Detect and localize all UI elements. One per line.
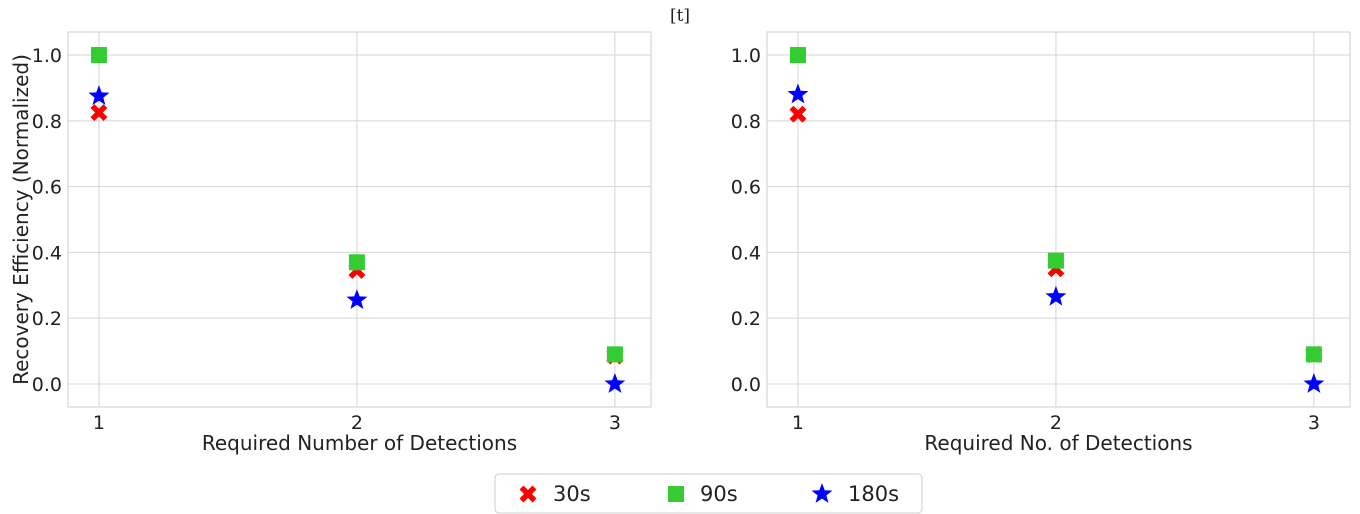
plot-frame bbox=[67, 31, 652, 408]
legend-frame bbox=[494, 473, 923, 514]
legend-marker-90s bbox=[668, 486, 684, 502]
figure-tag: [t] bbox=[669, 6, 691, 26]
data-point-180s bbox=[1045, 285, 1067, 306]
y-tick-label: 0.8 bbox=[731, 111, 761, 133]
data-point-90s bbox=[1047, 252, 1064, 269]
data-point-180s bbox=[1303, 372, 1325, 393]
x-tick-label: 2 bbox=[351, 412, 363, 434]
y-tick-label: 0.6 bbox=[32, 177, 62, 199]
legend-label-90s: 90s bbox=[700, 482, 738, 506]
data-point-90s bbox=[90, 47, 107, 64]
x-tick-label: 2 bbox=[1050, 412, 1062, 434]
data-point-90s bbox=[348, 254, 365, 271]
data-point-180s bbox=[787, 83, 809, 104]
chart-panel-1: 0.0 0.2 0.4 0.6 0.8 1.0 1 2 3 Required Number of … bbox=[9, 31, 652, 455]
legend-marker-30s bbox=[519, 485, 537, 503]
y-tick-label: 0.4 bbox=[731, 242, 761, 264]
x-tick-label: 3 bbox=[609, 412, 621, 434]
legend: 30s 90s 180s bbox=[494, 473, 923, 514]
data-point-90s bbox=[789, 47, 806, 64]
data-point-180s bbox=[346, 289, 368, 309]
data-point-30s bbox=[90, 104, 108, 122]
data-point-180s bbox=[604, 372, 626, 393]
data-point-90s bbox=[606, 346, 623, 363]
y-tick-label: 0.2 bbox=[731, 308, 761, 330]
y-tick-label: 0.6 bbox=[731, 177, 761, 199]
plot-frame bbox=[766, 31, 1351, 408]
legend-label-180s: 180s bbox=[848, 482, 899, 506]
legend-label-30s: 30s bbox=[553, 482, 591, 506]
legend-marker-180s bbox=[811, 483, 833, 503]
y-tick-label: 0.4 bbox=[32, 242, 62, 264]
x-axis-label: Required No. of Detections bbox=[924, 431, 1192, 455]
x-tick-label: 1 bbox=[93, 412, 105, 434]
y-tick-label: 0.8 bbox=[32, 111, 62, 133]
data-point-180s bbox=[88, 85, 110, 106]
x-tick-label: 3 bbox=[1308, 412, 1320, 434]
y-tick-label: 0.0 bbox=[32, 374, 62, 396]
y-tick-label: 1.0 bbox=[731, 45, 761, 67]
data-point-30s bbox=[789, 105, 807, 123]
x-tick-label: 1 bbox=[792, 412, 804, 434]
data-point-90s bbox=[1305, 346, 1322, 363]
x-axis-label: Required Number of Detections bbox=[202, 431, 517, 455]
y-tick-label: 1.0 bbox=[32, 45, 62, 67]
chart-panel-2: 0.0 0.2 0.4 0.6 0.8 1.0 1 2 3 Required No. of Det… bbox=[731, 31, 1351, 455]
y-axis-label: Recovery Efficiency (Normalized) bbox=[9, 54, 33, 385]
y-tick-label: 0.2 bbox=[32, 308, 62, 330]
y-tick-label: 0.0 bbox=[731, 374, 761, 396]
